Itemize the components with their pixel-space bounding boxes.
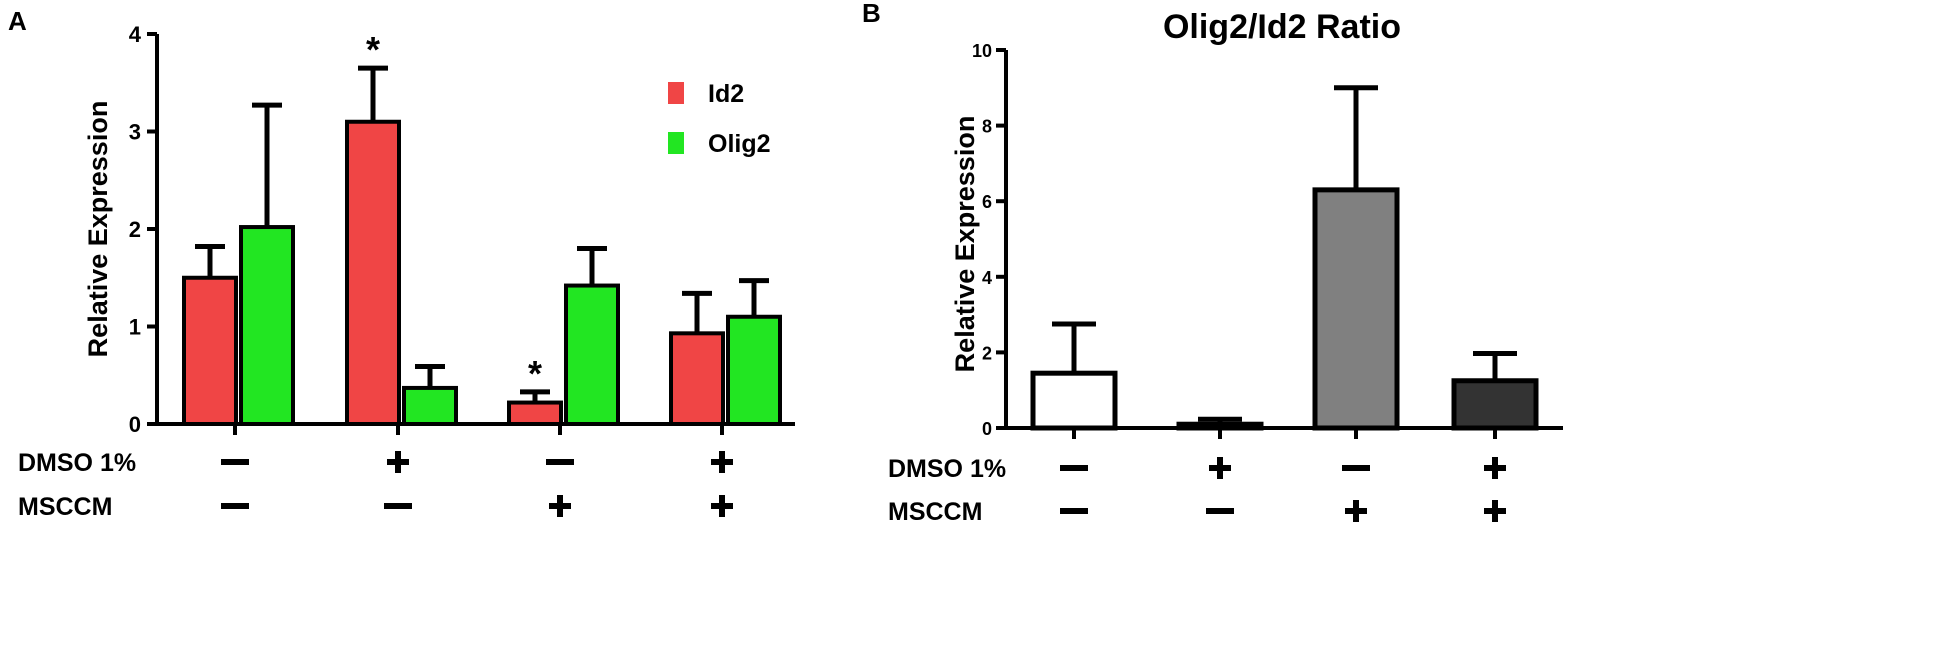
chart-a-treatment-label-1: MSCCM <box>18 493 112 521</box>
chart-a-bar-Id2-3 <box>669 331 725 427</box>
chart-a-ytick-label-4: 4 <box>129 22 142 47</box>
chart-b-ytick-label-1: 2 <box>982 343 992 363</box>
chart-a-bar-Olig2-3 <box>726 314 782 426</box>
panel-b-label: B <box>862 0 881 28</box>
chart-a-bar-Id2-1 <box>345 119 401 426</box>
chart-a-significance-0: * <box>366 29 380 70</box>
chart-a-bar-Id2-0 <box>182 275 238 426</box>
chart-b-treatment-label-1: MSCCM <box>888 498 982 526</box>
chart-a-ytick-label-2: 2 <box>129 217 141 242</box>
chart-a-legend-swatch-Id2 <box>668 82 684 104</box>
chart-b-bar-1 <box>1176 421 1264 431</box>
chart-a-ytick-label-1: 1 <box>129 315 141 340</box>
chart-a-ylabel: Relative Expression <box>83 101 113 358</box>
chart-b-ytick-label-5: 10 <box>972 41 992 61</box>
chart-a-ytick-label-3: 3 <box>129 120 141 145</box>
chart-b-ytick-label-4: 8 <box>982 117 992 137</box>
chart-a-legend-label-Id2: Id2 <box>708 80 744 108</box>
chart-a-ytick-label-0: 0 <box>129 412 141 437</box>
chart-b-ylabel: Relative Expression <box>950 116 980 373</box>
panel-a-label: A <box>8 6 27 36</box>
chart-b-treatment-label-0: DMSO 1% <box>888 455 1006 483</box>
chart-b-ytick-label-3: 6 <box>982 192 992 212</box>
chart-a-legend-label-Olig2: Olig2 <box>708 130 771 158</box>
chart-a: 0 1 2 3 4 Relative Expression * * Id2 Olig2 DMSO 1… <box>18 22 795 521</box>
chart-a-significance-1: * <box>528 353 542 394</box>
chart-b-bar-2 <box>1312 187 1400 431</box>
chart-a-bar-Id2-2 <box>507 400 563 426</box>
chart-b-ytick-label-0: 0 <box>982 419 992 439</box>
chart-b-title: Olig2/Id2 Ratio <box>1163 8 1401 46</box>
chart-b-bar-3 <box>1451 378 1539 431</box>
chart-a-bar-Olig2-0 <box>239 225 295 426</box>
chart-a-treatment-label-0: DMSO 1% <box>18 449 136 477</box>
chart-a-bar-Olig2-1 <box>402 385 458 426</box>
chart-a-bar-Olig2-2 <box>564 283 620 426</box>
chart-b-bar-0 <box>1030 370 1118 431</box>
chart-b-ytick-label-2: 4 <box>982 268 992 288</box>
chart-b: Olig2/Id2 Ratio 0 2 4 6 8 10 Relative Expressio… <box>888 8 1563 526</box>
chart-a-legend-swatch-Olig2 <box>668 132 684 154</box>
